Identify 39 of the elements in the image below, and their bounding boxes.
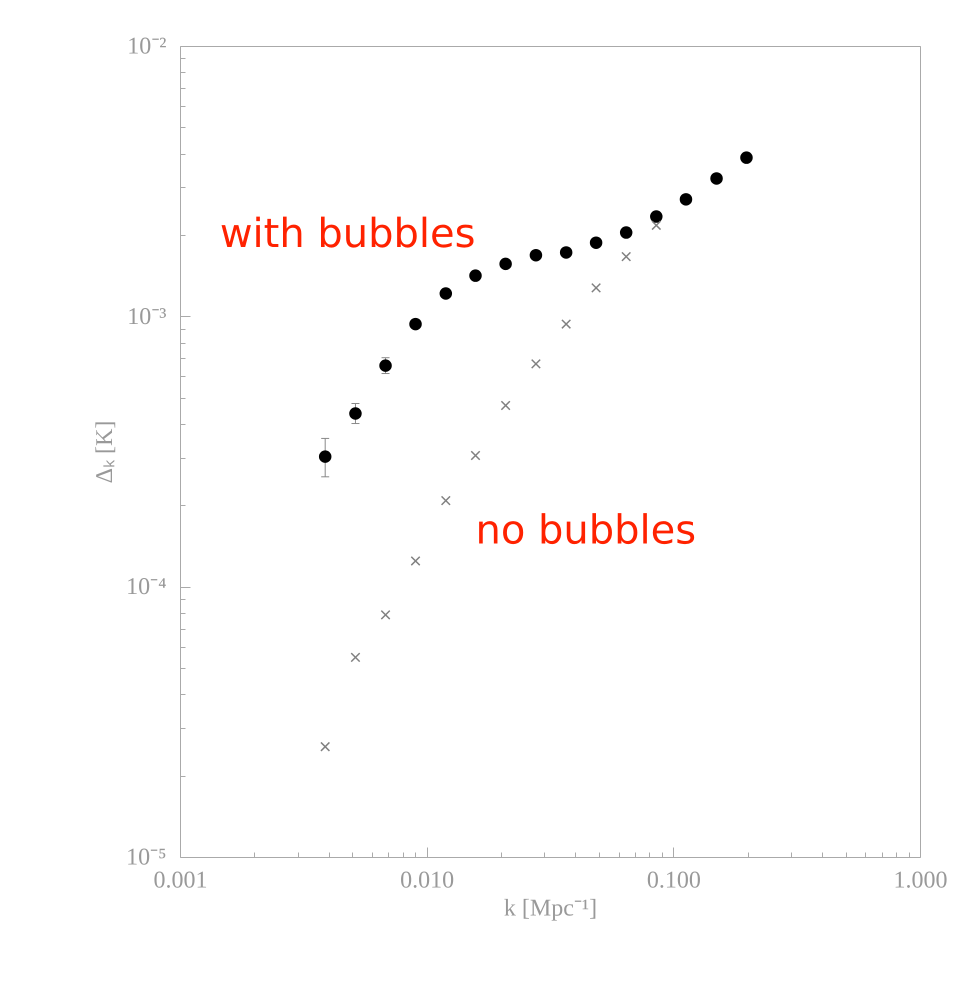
point: [500, 400, 511, 410]
x-tick-label: 0.001: [154, 868, 208, 894]
point: [440, 287, 452, 300]
point: [469, 269, 482, 282]
point: [591, 282, 602, 293]
point: [621, 252, 632, 262]
point: [380, 610, 391, 620]
point: [590, 236, 602, 249]
series-label: with bubbles: [220, 211, 476, 258]
point: [561, 319, 572, 330]
y-tick-label: 10⁻²: [127, 34, 167, 60]
point: [651, 220, 662, 230]
point: [740, 151, 753, 164]
point: [379, 359, 392, 372]
point: [409, 318, 422, 330]
point: [350, 652, 360, 662]
point: [440, 496, 451, 506]
y-tick-label: 10⁻³: [127, 304, 167, 330]
point: [530, 248, 542, 262]
series-label: no bubbles: [475, 507, 696, 554]
point: [499, 258, 512, 270]
point: [620, 226, 632, 239]
x-tick-label: 0.010: [400, 868, 454, 894]
point: [318, 450, 332, 463]
point: [320, 742, 330, 752]
point: [470, 450, 480, 460]
y-tick-label: 10⁻⁵: [126, 844, 167, 870]
point: [710, 172, 723, 185]
y-tick-label: 10⁻⁴: [126, 574, 167, 600]
point: [530, 358, 541, 369]
point: [410, 556, 421, 566]
point: [560, 246, 572, 259]
y-axis-title: Δₖ [K]: [92, 420, 118, 484]
point: [650, 210, 663, 223]
point: [349, 407, 362, 420]
point: [680, 193, 692, 206]
x-axis-title: k [Mpc⁻¹]: [504, 896, 598, 922]
x-tick-label: 0.100: [646, 868, 701, 894]
x-tick-label: 1.000: [894, 868, 948, 894]
